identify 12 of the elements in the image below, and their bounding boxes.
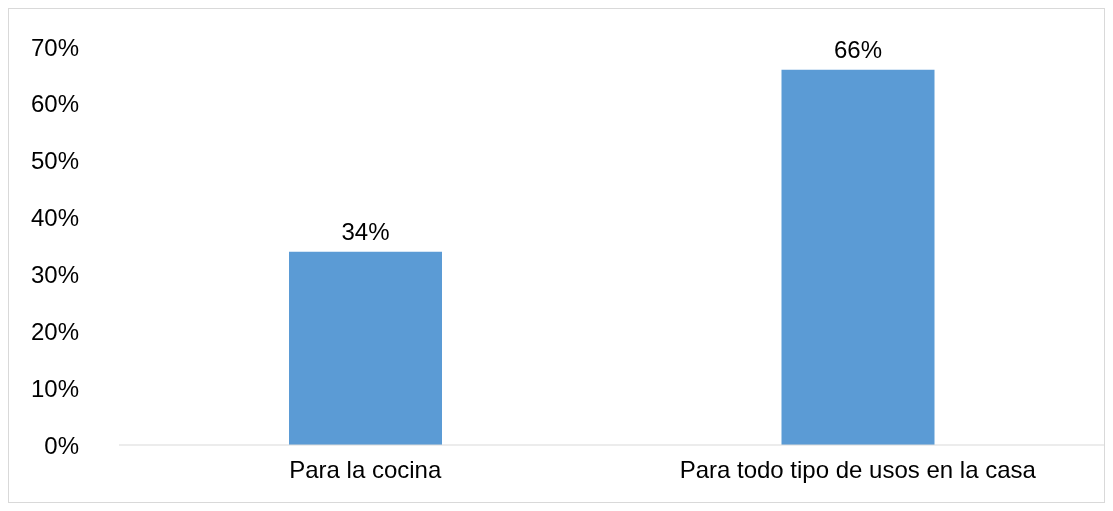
y-tick-label: 50% xyxy=(30,147,79,175)
y-tick-label: 0% xyxy=(44,431,79,459)
y-tick-label: 10% xyxy=(30,374,79,402)
y-tick-label: 60% xyxy=(30,90,79,118)
y-tick-label: 30% xyxy=(30,260,79,288)
data-label: 66% xyxy=(833,35,883,63)
x-tick-label: Para todo tipo de usos en la casa xyxy=(679,456,1037,484)
y-tick-label: 70% xyxy=(30,33,79,61)
y-tick-label: 40% xyxy=(30,204,79,232)
y-tick-label: 20% xyxy=(30,317,79,345)
x-tick-label: Para la cocina xyxy=(289,456,442,484)
data-label: 34% xyxy=(341,217,390,245)
